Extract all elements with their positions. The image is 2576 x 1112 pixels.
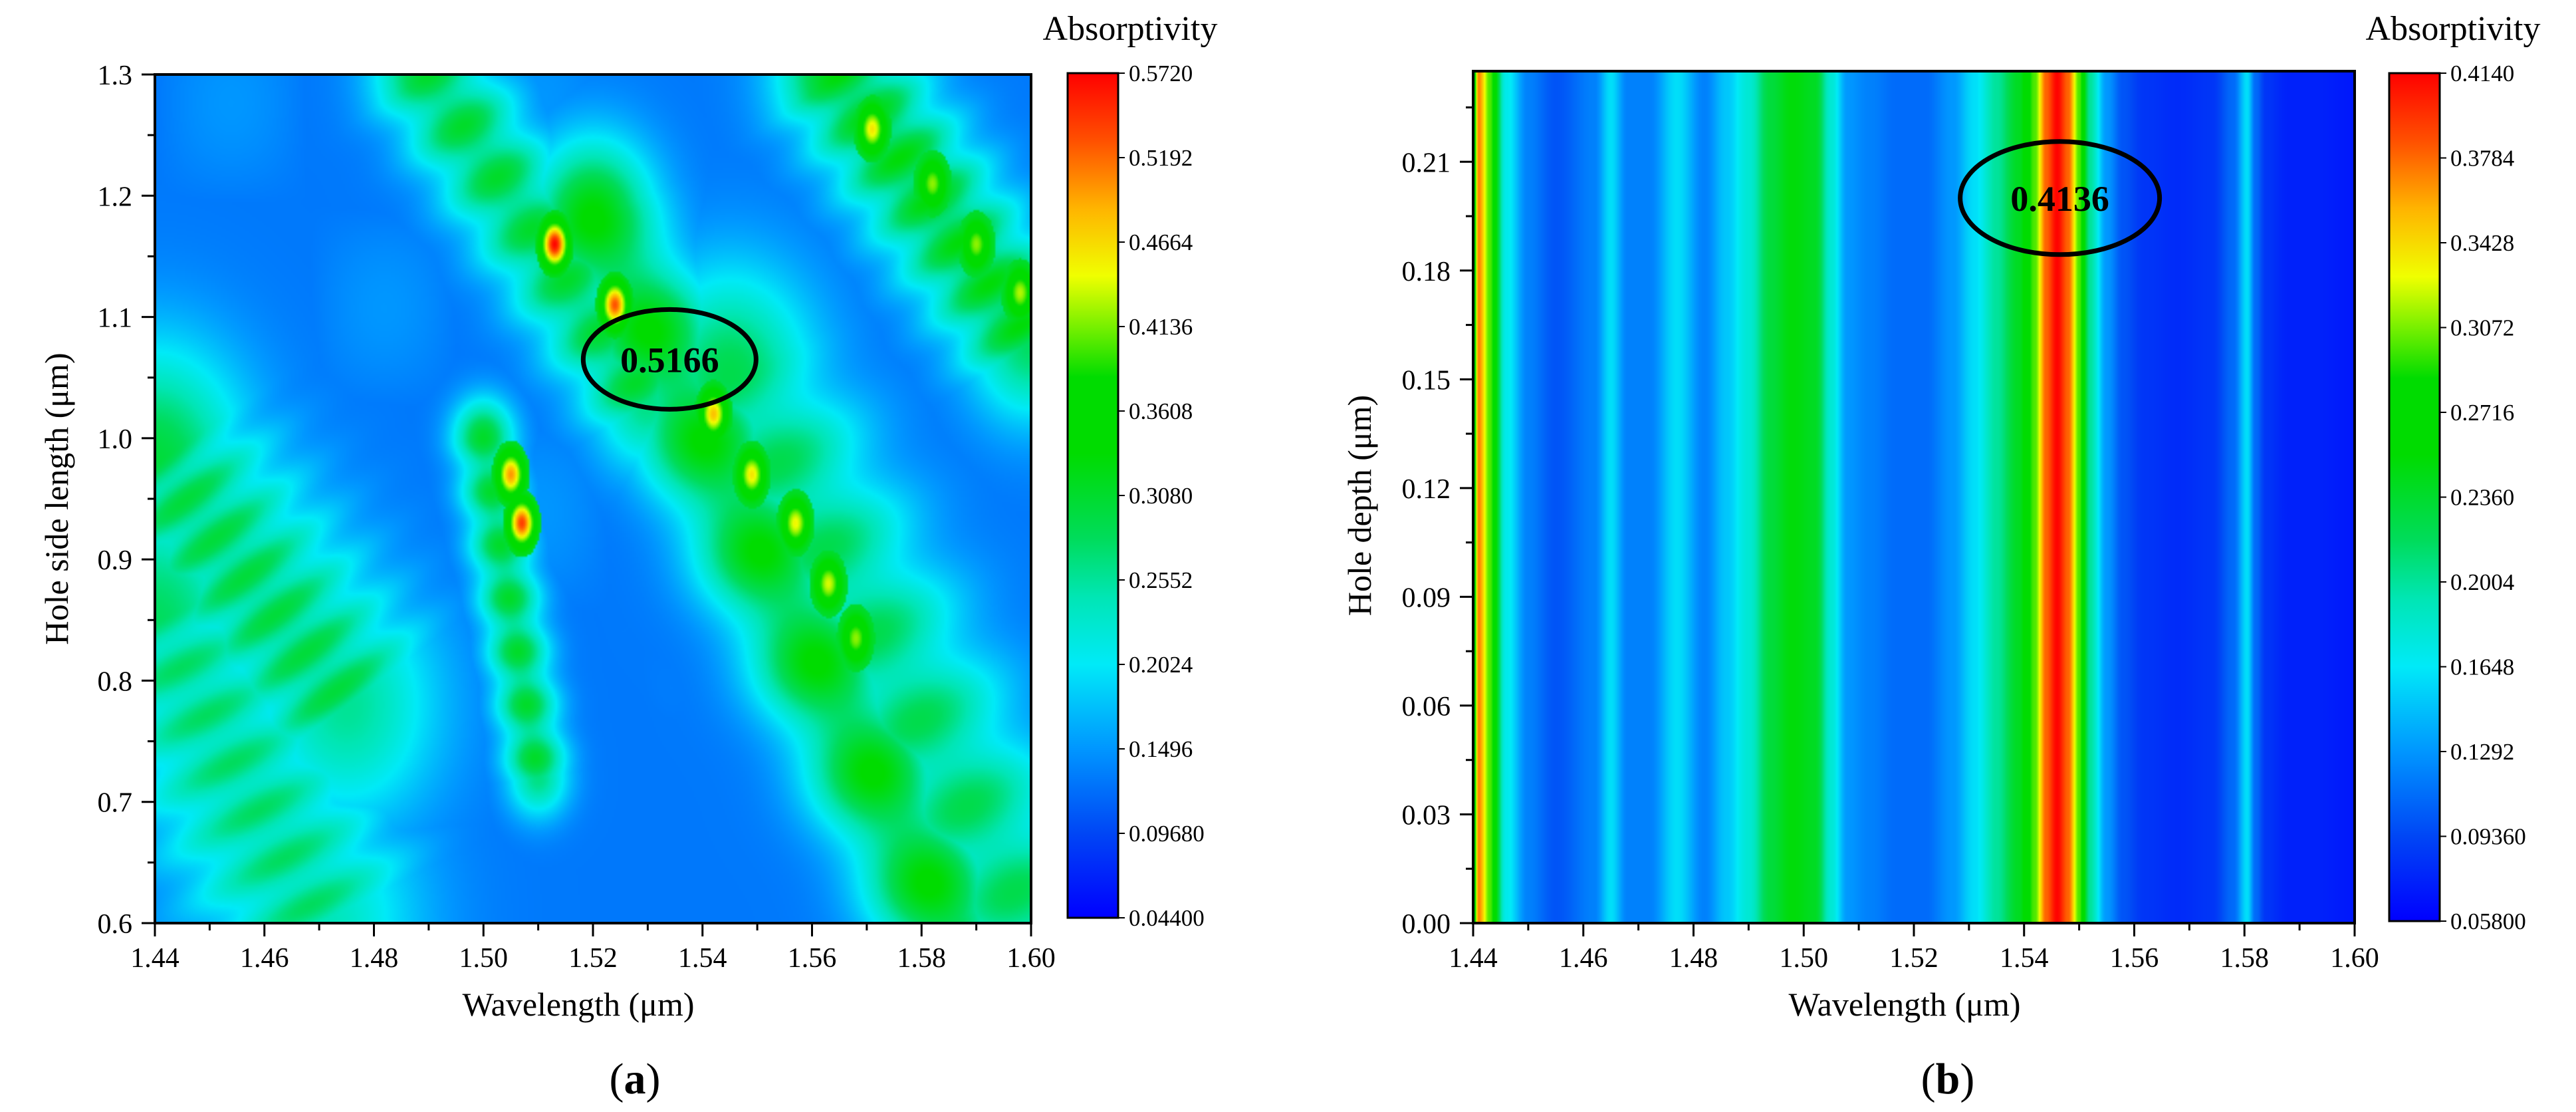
panel-b-y-tick-label: 0.09 bbox=[1402, 583, 1451, 613]
panel-a-colorbar-tick-label: 0.5720 bbox=[1129, 61, 1193, 86]
panel-b-colorbar-tick-label: 0.1648 bbox=[2450, 654, 2514, 680]
panel-b-colorbar-tick-label: 0.09360 bbox=[2450, 824, 2526, 850]
panel-a-y-axis-label: Hole side length (μm) bbox=[38, 352, 75, 644]
panel-b-tick-marks bbox=[1460, 106, 2356, 936]
panel-b-colorbar-tick-label: 0.2004 bbox=[2450, 569, 2514, 595]
panel-b-x-tick-label: 1.56 bbox=[2110, 943, 2159, 974]
panel-b-x-tick-label: 1.44 bbox=[1449, 943, 1498, 974]
panel-b-y-tick-label: 0.18 bbox=[1402, 257, 1451, 287]
panel-a-colorbar-tick-label: 0.3608 bbox=[1129, 398, 1193, 424]
panel-b-colorbar-tick-label: 0.2360 bbox=[2450, 485, 2514, 511]
panel-b-x-tick-labels: 1.44 1.46 1.48 1.50 1.52 1.54 1.56 1.58 1.60 bbox=[1449, 943, 2379, 974]
panel-a-caption-letter: a bbox=[624, 1055, 646, 1103]
panel-b-heatmap bbox=[1473, 71, 2355, 923]
panel-b-y-tick-label: 0.03 bbox=[1402, 800, 1451, 831]
panel-a-annotation: 0.5166 bbox=[580, 307, 759, 412]
panel-a-y-tick-label: 0.6 bbox=[98, 909, 133, 940]
panel-b-colorbar-title: Absorptivity bbox=[2366, 10, 2541, 48]
panel-a-y-tick-labels: 0.6 0.7 0.8 0.9 1.0 1.1 1.2 1.3 bbox=[98, 61, 133, 940]
panel-a-colorbar-tick-label: 0.2024 bbox=[1129, 652, 1193, 678]
panel-b-colorbar-tick-label: 0.3072 bbox=[2450, 315, 2514, 341]
panel-b-x-tick-label: 1.58 bbox=[2220, 943, 2270, 974]
panel-a-x-tick-label: 1.44 bbox=[130, 943, 179, 974]
panel-a-annotation-label: 0.5166 bbox=[620, 340, 719, 380]
panel-a-y-tick-label: 0.7 bbox=[98, 788, 133, 819]
panel-a-x-axis-label: Wavelength (μm) bbox=[462, 986, 694, 1023]
panel-a-x-tick-labels: 1.44 1.46 1.48 1.50 1.52 1.54 1.56 1.58 1.60 bbox=[130, 943, 1056, 974]
panel-a-colorbar-title: Absorptivity bbox=[1043, 10, 1218, 48]
panel-a-x-tick-label: 1.60 bbox=[1006, 943, 1056, 974]
panel-b-y-axis-label: Hole depth (μm) bbox=[1341, 395, 1378, 616]
panel-b-annotation: 0.4136 bbox=[1958, 139, 2163, 257]
panel-b-y-tick-label: 0.12 bbox=[1402, 474, 1451, 505]
panel-b: 1.44 1.46 1.48 1.50 1.52 1.54 1.56 1.58 1.60 0.0… bbox=[1341, 10, 2540, 1103]
panel-b-colorbar-tick-label: 0.1292 bbox=[2450, 739, 2514, 765]
panel-a-tick-marks bbox=[142, 73, 1032, 936]
panel-b-colorbar-tick-label: 0.05800 bbox=[2450, 908, 2526, 934]
panel-a-colorbar-tick-label: 0.3080 bbox=[1129, 483, 1193, 509]
panel-a-annotation-ellipse bbox=[580, 307, 759, 412]
panel-a-x-tick-label: 1.58 bbox=[897, 943, 947, 974]
panel-b-caption-letter: b bbox=[1936, 1055, 1960, 1103]
panel-a-colorbar-tick-label: 0.4664 bbox=[1129, 229, 1193, 255]
panel-a-y-tick-label: 1.0 bbox=[98, 424, 133, 455]
panel-b-colorbar bbox=[2389, 73, 2440, 921]
panel-a-x-tick-label: 1.52 bbox=[568, 943, 618, 974]
panel-a-x-tick-label: 1.46 bbox=[240, 943, 289, 974]
panel-a-x-tick-label: 1.54 bbox=[678, 943, 727, 974]
panel-a-colorbar-tick-label: 0.09680 bbox=[1129, 821, 1205, 847]
panel-a-y-tick-label: 0.8 bbox=[98, 666, 133, 697]
panel-a-colorbar-tick-labels: 0.5720 0.5192 0.4664 0.4136 0.3608 0.3080 0.25… bbox=[1118, 61, 1205, 931]
panel-a-colorbar-tick-label: 0.4136 bbox=[1129, 314, 1193, 340]
panel-b-annotation-ellipse bbox=[1958, 139, 2163, 257]
panel-b-colorbar-tick-labels: 0.4140 0.3784 0.3428 0.3072 0.2716 0.2360 0.20… bbox=[2440, 61, 2526, 934]
panel-b-annotation-label: 0.4136 bbox=[2010, 179, 2109, 219]
panel-a-x-tick-label: 1.56 bbox=[788, 943, 837, 974]
panel-b-y-tick-label: 0.00 bbox=[1402, 909, 1451, 940]
panel-a-y-tick-label: 1.2 bbox=[98, 182, 133, 212]
panel-a-colorbar-tick-label: 0.5192 bbox=[1129, 145, 1193, 171]
panel-a-colorbar bbox=[1068, 73, 1118, 918]
panel-b-y-tick-label: 0.21 bbox=[1402, 148, 1451, 178]
panel-b-colorbar-tick-label: 0.3428 bbox=[2450, 230, 2514, 256]
panel-a-caption: (a) bbox=[610, 1055, 661, 1103]
panel-b-x-tick-label: 1.46 bbox=[1559, 943, 1608, 974]
panel-a-y-tick-label: 1.3 bbox=[98, 61, 133, 91]
panel-a-y-tick-label: 0.9 bbox=[98, 545, 133, 576]
panel-b-y-tick-label: 0.15 bbox=[1402, 365, 1451, 396]
panel-a: 1.44 1.46 1.48 1.50 1.52 1.54 1.56 1.58 1.60 0.6… bbox=[38, 10, 1217, 1103]
panel-a-x-tick-label: 1.48 bbox=[350, 943, 399, 974]
panel-b-x-axis-label: Wavelength (μm) bbox=[1788, 986, 2020, 1023]
panel-b-x-tick-label: 1.54 bbox=[2000, 943, 2049, 974]
panel-b-x-tick-label: 1.48 bbox=[1669, 943, 1718, 974]
panel-b-colorbar-tick-label: 0.4140 bbox=[2450, 61, 2514, 86]
panel-b-colorbar-tick-label: 0.2716 bbox=[2450, 400, 2514, 426]
panel-b-x-tick-label: 1.52 bbox=[1889, 943, 1938, 974]
panel-a-colorbar-tick-label: 0.04400 bbox=[1129, 905, 1205, 931]
panel-a-heatmap bbox=[155, 74, 1031, 923]
panel-a-x-tick-label: 1.50 bbox=[459, 943, 509, 974]
panel-a-colorbar-tick-label: 0.1496 bbox=[1129, 736, 1193, 762]
panel-b-y-tick-labels: 0.00 0.03 0.06 0.09 0.12 0.15 0.18 0.21 bbox=[1402, 148, 1451, 940]
panel-b-x-tick-label: 1.50 bbox=[1780, 943, 1829, 974]
panel-b-colorbar-tick-label: 0.3784 bbox=[2450, 146, 2514, 172]
panel-a-colorbar-tick-label: 0.2552 bbox=[1129, 567, 1193, 593]
panel-b-x-tick-label: 1.60 bbox=[2330, 943, 2379, 974]
panel-b-y-tick-label: 0.06 bbox=[1402, 692, 1451, 722]
panel-b-caption: (b) bbox=[1921, 1055, 1975, 1103]
panel-a-y-tick-label: 1.1 bbox=[98, 303, 133, 334]
